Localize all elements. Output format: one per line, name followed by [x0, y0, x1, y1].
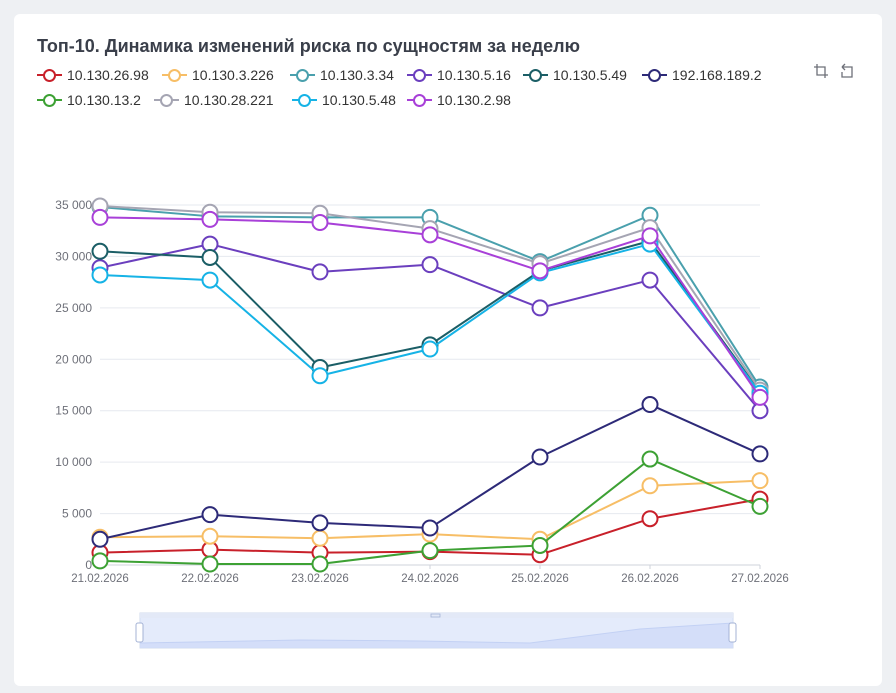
- legend-marker-icon: [407, 68, 432, 82]
- legend-marker-icon: [162, 68, 187, 82]
- legend-marker-icon: [407, 93, 432, 107]
- legend-marker-icon: [154, 93, 179, 107]
- legend-item[interactable]: 10.130.3.34: [290, 67, 394, 83]
- legend-label: 10.130.2.98: [437, 92, 511, 108]
- zoom-selected-window[interactable]: [140, 613, 733, 648]
- zoom-move-handle[interactable]: [430, 613, 441, 618]
- legend-marker-icon: [523, 68, 548, 82]
- legend-item[interactable]: 10.130.3.226: [162, 67, 274, 83]
- chart-title: Топ-10. Динамика изменений риска по сущн…: [37, 36, 580, 56]
- legend-label: 10.130.5.48: [322, 92, 396, 108]
- legend-label: 192.168.189.2: [672, 67, 762, 83]
- legend-label: 10.130.28.221: [184, 92, 274, 108]
- legend-item[interactable]: 10.130.26.98: [37, 67, 149, 83]
- legend-item[interactable]: 10.130.28.221: [154, 92, 274, 108]
- zoom-left-handle[interactable]: [135, 622, 144, 643]
- legend-label: 10.130.5.49: [553, 67, 627, 83]
- legend-item[interactable]: 10.130.5.48: [292, 92, 396, 108]
- legend-item[interactable]: 10.130.5.49: [523, 67, 627, 83]
- undo-restore-icon[interactable]: [838, 63, 854, 79]
- legend-marker-icon: [290, 68, 315, 82]
- legend-item[interactable]: 10.130.13.2: [37, 92, 141, 108]
- legend-item[interactable]: 10.130.2.98: [407, 92, 511, 108]
- legend-marker-icon: [642, 68, 667, 82]
- legend-label: 10.130.3.34: [320, 67, 394, 83]
- legend-marker-icon: [37, 68, 62, 82]
- zoom-right-handle[interactable]: [728, 622, 737, 643]
- legend-label: 10.130.5.16: [437, 67, 511, 83]
- crop-zoom-icon[interactable]: [813, 63, 829, 79]
- legend-label: 10.130.3.226: [192, 67, 274, 83]
- zoom-top-bar[interactable]: [140, 613, 733, 618]
- legend-label: 10.130.13.2: [67, 92, 141, 108]
- legend-marker-icon: [292, 93, 317, 107]
- legend-marker-icon: [37, 93, 62, 107]
- legend-label: 10.130.26.98: [67, 67, 149, 83]
- legend-item[interactable]: 192.168.189.2: [642, 67, 762, 83]
- legend-item[interactable]: 10.130.5.16: [407, 67, 511, 83]
